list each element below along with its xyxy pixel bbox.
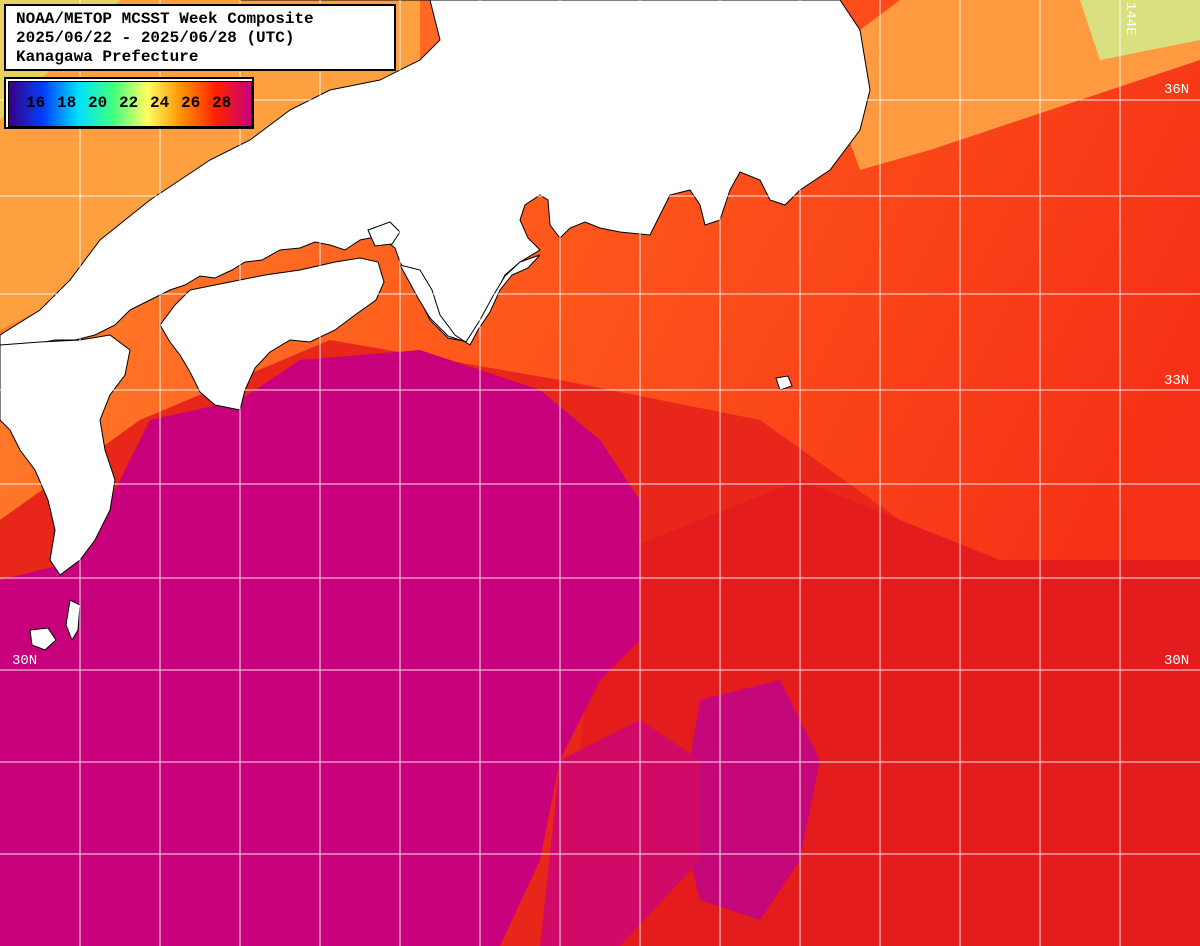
lon-label-144e: 144E (1122, 2, 1138, 36)
legend-label: 20 (88, 94, 108, 112)
title-line-product: NOAA/METOP MCSST Week Composite (16, 10, 314, 28)
title-line-region: Kanagawa Prefecture (16, 48, 199, 66)
lat-label-30n-left: 30N (12, 653, 38, 669)
legend-label: 24 (150, 94, 170, 112)
legend-label: 18 (57, 94, 77, 112)
land-izu-island (775, 375, 793, 391)
land-awaji (367, 221, 401, 247)
lat-label-30n-right: 30N (1164, 653, 1190, 669)
temperature-legend: 16 18 20 22 24 26 28 (4, 77, 254, 129)
lat-label-36n-right: 36N (1164, 82, 1190, 98)
warm-pool-patch-south (540, 720, 700, 946)
lon-label-136e: 136E (482, 2, 498, 36)
land-shikoku (159, 257, 385, 411)
coastal-cool-patch-ne2 (1080, 0, 1200, 60)
legend-label: 22 (119, 94, 139, 112)
land-yakushima (29, 627, 57, 651)
map-title-box: NOAA/METOP MCSST Week Composite 2025/06/… (4, 4, 396, 71)
lat-label-33n-right: 33N (1164, 373, 1190, 389)
land-kii-peninsula (399, 254, 541, 346)
title-line-date-range: 2025/06/22 - 2025/06/28 (UTC) (16, 29, 295, 47)
legend-label: 16 (26, 94, 46, 112)
lat-label-33-left: 33 (12, 373, 29, 389)
legend-color-bar (8, 81, 252, 127)
land-kyushu (0, 334, 131, 576)
warm-pool-patch-se (680, 680, 820, 920)
legend-label: 28 (212, 94, 232, 112)
legend-labels: 16 18 20 22 24 26 28 (26, 94, 243, 112)
land-tanegashima (65, 599, 81, 642)
legend-label: 26 (181, 94, 201, 112)
